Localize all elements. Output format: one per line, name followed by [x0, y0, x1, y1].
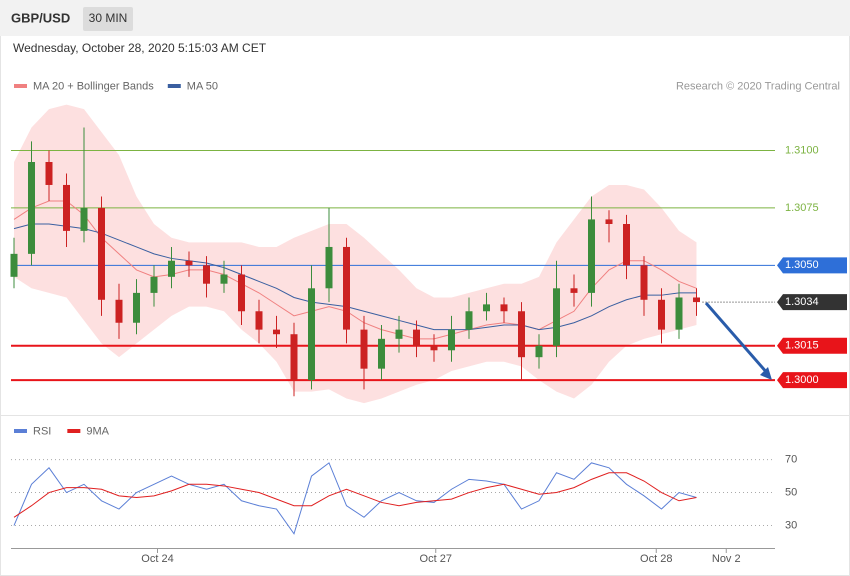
candle-body: [28, 162, 35, 254]
candle-body: [570, 288, 578, 293]
candle-body: [693, 297, 700, 303]
candle-body: [45, 162, 53, 185]
x-tick-label: Oct 24: [141, 553, 173, 565]
candle-body: [535, 345, 543, 358]
candle-body: [413, 329, 420, 346]
moving-average: [13, 223, 697, 331]
candle-body: [343, 246, 350, 330]
candle-body: [290, 334, 298, 381]
candle-body: [273, 329, 280, 335]
level-label: 1.3100: [785, 144, 819, 156]
candle-body: [133, 292, 140, 323]
level-tag: [777, 337, 847, 354]
candle-body: [465, 311, 473, 330]
level-label: 1.3000: [785, 374, 819, 386]
y-tick-label: 70: [785, 453, 797, 465]
level-tag: [777, 372, 847, 389]
series-line: [13, 472, 697, 518]
moving-average: [13, 200, 697, 340]
level-label: 1.3015: [785, 340, 819, 352]
candle-body: [10, 253, 18, 277]
candle-body: [675, 297, 683, 330]
level-label: 1.3075: [785, 202, 819, 214]
candle-body: [150, 276, 158, 293]
candle-body: [658, 299, 665, 330]
legend-label: MA 20 + Bollinger Bands: [33, 80, 154, 92]
candle-body: [238, 274, 245, 312]
candle-body: [325, 246, 333, 289]
price-panel: 1.3100 1.3075 1.3050 1.3034 1.3015 1.3000 MA 2…: [10, 80, 847, 404]
candle-body: [395, 329, 403, 339]
candle-body: [518, 311, 525, 358]
bollinger-band: [14, 104, 697, 404]
rsi-panel: 70 50 30 RSI 9MA: [11, 425, 797, 535]
candle-body: [63, 184, 70, 231]
candle-body: [115, 299, 123, 323]
timestamp: Wednesday, October 28, 2020 5:15:03 AM C…: [13, 41, 267, 55]
candle-body: [185, 260, 193, 266]
candle-body: [308, 288, 315, 381]
candle-body: [168, 260, 175, 277]
candle-body: [448, 329, 455, 351]
level-label: 1.3050: [785, 259, 819, 271]
legend-swatch: [167, 84, 181, 88]
level-tag: [777, 257, 847, 274]
legend-label: RSI: [33, 425, 51, 437]
symbol: GBP/USD: [11, 10, 70, 25]
candle-body: [623, 224, 630, 266]
candle-body: [588, 219, 595, 293]
level-label: 1.3034: [785, 296, 819, 308]
candle-body: [98, 207, 105, 300]
candle-body: [360, 329, 368, 369]
x-tick-label: Oct 28: [640, 553, 672, 565]
header-bar: [0, 0, 850, 36]
candle-body: [483, 304, 490, 312]
legend-swatch: [14, 84, 27, 88]
x-tick-label: Oct 27: [420, 553, 452, 565]
forecast-arrow: [704, 302, 770, 375]
legend-swatch: [14, 429, 27, 433]
legend-label: 9MA: [86, 425, 109, 437]
legend-swatch: [67, 429, 81, 433]
y-tick-label: 30: [785, 519, 797, 531]
level-tag: [777, 294, 847, 311]
candle-body: [605, 219, 613, 224]
candle-body: [378, 338, 385, 369]
candle-body: [203, 265, 210, 284]
series-line: [13, 462, 697, 535]
interval[interactable]: 30 MIN: [89, 11, 128, 25]
candle-body: [553, 288, 560, 346]
x-tick-label: Nov 2: [712, 553, 741, 565]
interval-box[interactable]: [83, 7, 133, 31]
candle-body: [220, 274, 228, 284]
legend-label: MA 50: [187, 80, 218, 92]
candle-body: [500, 304, 508, 312]
forecast-arrowhead: [760, 367, 772, 380]
candle-body: [430, 345, 438, 351]
candle-body: [255, 311, 263, 330]
credit: Research © 2020 Trading Central: [676, 80, 840, 92]
candle-body: [80, 207, 88, 231]
y-tick-label: 50: [785, 486, 797, 498]
candle-body: [640, 265, 648, 300]
